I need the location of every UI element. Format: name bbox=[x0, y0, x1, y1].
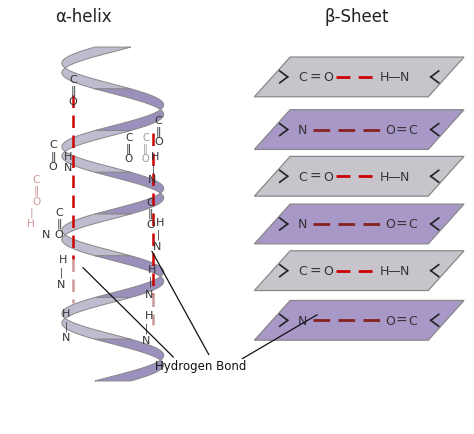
Text: C: C bbox=[125, 132, 132, 142]
Text: O: O bbox=[125, 154, 133, 164]
Text: O: O bbox=[146, 220, 155, 230]
Text: O: O bbox=[32, 197, 40, 207]
Text: O: O bbox=[323, 265, 333, 277]
Text: H: H bbox=[379, 71, 389, 84]
Polygon shape bbox=[255, 58, 464, 98]
Text: |: | bbox=[60, 267, 63, 277]
Text: |: | bbox=[152, 163, 155, 173]
Text: ‖: ‖ bbox=[148, 208, 153, 219]
Text: N: N bbox=[146, 289, 154, 299]
Polygon shape bbox=[255, 110, 464, 150]
Text: C: C bbox=[146, 197, 155, 207]
Polygon shape bbox=[255, 204, 464, 244]
Text: O: O bbox=[385, 218, 395, 231]
Text: N: N bbox=[42, 229, 50, 239]
Text: C: C bbox=[298, 265, 307, 277]
Text: ‖: ‖ bbox=[70, 85, 76, 96]
Text: C: C bbox=[49, 140, 57, 150]
Text: =: = bbox=[395, 314, 407, 328]
Text: N: N bbox=[141, 335, 150, 345]
Text: H: H bbox=[156, 217, 164, 227]
Polygon shape bbox=[255, 251, 464, 291]
Polygon shape bbox=[62, 214, 131, 256]
Text: C: C bbox=[409, 314, 417, 327]
Text: O: O bbox=[385, 314, 395, 327]
Polygon shape bbox=[62, 298, 131, 339]
Text: H: H bbox=[379, 171, 389, 183]
Text: |: | bbox=[145, 322, 148, 333]
Polygon shape bbox=[95, 339, 164, 381]
Text: H: H bbox=[64, 152, 72, 162]
Text: C: C bbox=[298, 71, 307, 84]
Text: C: C bbox=[409, 218, 417, 231]
Text: |: | bbox=[149, 276, 152, 286]
Text: ‖: ‖ bbox=[156, 126, 161, 136]
Text: =: = bbox=[395, 123, 407, 137]
Text: N: N bbox=[153, 241, 162, 251]
Text: H: H bbox=[27, 218, 35, 228]
Polygon shape bbox=[95, 173, 164, 214]
Text: H: H bbox=[148, 264, 157, 274]
Text: H: H bbox=[59, 254, 67, 264]
Text: N: N bbox=[298, 218, 307, 231]
Text: N: N bbox=[400, 171, 410, 183]
Polygon shape bbox=[62, 131, 131, 173]
Text: O: O bbox=[323, 171, 333, 183]
Text: C: C bbox=[298, 171, 307, 183]
Text: Hydrogen Bond: Hydrogen Bond bbox=[155, 359, 246, 372]
Text: N: N bbox=[298, 314, 307, 327]
Text: O: O bbox=[69, 96, 77, 106]
Text: O: O bbox=[49, 162, 57, 172]
Text: ‖: ‖ bbox=[126, 143, 131, 153]
Text: N: N bbox=[62, 332, 70, 342]
Text: —: — bbox=[388, 265, 400, 277]
Text: =: = bbox=[310, 170, 321, 184]
Text: O: O bbox=[142, 154, 149, 164]
Text: N: N bbox=[148, 175, 157, 185]
Text: O: O bbox=[55, 229, 64, 239]
Text: ‖: ‖ bbox=[34, 185, 39, 196]
Text: C: C bbox=[142, 132, 149, 142]
Text: C: C bbox=[55, 207, 63, 217]
Text: N: N bbox=[400, 265, 410, 277]
Text: N: N bbox=[57, 279, 65, 289]
Text: O: O bbox=[154, 137, 163, 147]
Polygon shape bbox=[95, 256, 164, 298]
Text: H: H bbox=[379, 265, 389, 277]
Text: H: H bbox=[145, 311, 153, 321]
Polygon shape bbox=[255, 301, 464, 340]
Text: H: H bbox=[62, 309, 70, 319]
Polygon shape bbox=[95, 89, 164, 131]
Polygon shape bbox=[255, 157, 464, 197]
Text: N: N bbox=[64, 163, 72, 173]
Text: —: — bbox=[388, 71, 400, 84]
Text: ‖: ‖ bbox=[143, 143, 148, 153]
Text: =: = bbox=[395, 217, 407, 231]
Text: C: C bbox=[155, 115, 163, 125]
Text: N: N bbox=[298, 124, 307, 137]
Text: =: = bbox=[310, 264, 321, 278]
Text: ‖: ‖ bbox=[56, 218, 62, 229]
Text: |: | bbox=[64, 320, 68, 331]
Text: =: = bbox=[310, 71, 321, 85]
Polygon shape bbox=[62, 48, 131, 89]
Text: N: N bbox=[400, 71, 410, 84]
Text: C: C bbox=[409, 124, 417, 137]
Text: O: O bbox=[323, 71, 333, 84]
Text: C: C bbox=[69, 75, 77, 85]
Text: |: | bbox=[29, 207, 33, 218]
Text: —: — bbox=[388, 171, 400, 183]
Text: |: | bbox=[157, 229, 160, 240]
Text: α-helix: α-helix bbox=[55, 8, 111, 26]
Text: β-Sheet: β-Sheet bbox=[325, 8, 390, 26]
Text: ‖: ‖ bbox=[50, 151, 56, 161]
Text: O: O bbox=[385, 124, 395, 137]
Text: H: H bbox=[151, 152, 160, 162]
Text: C: C bbox=[33, 175, 40, 185]
